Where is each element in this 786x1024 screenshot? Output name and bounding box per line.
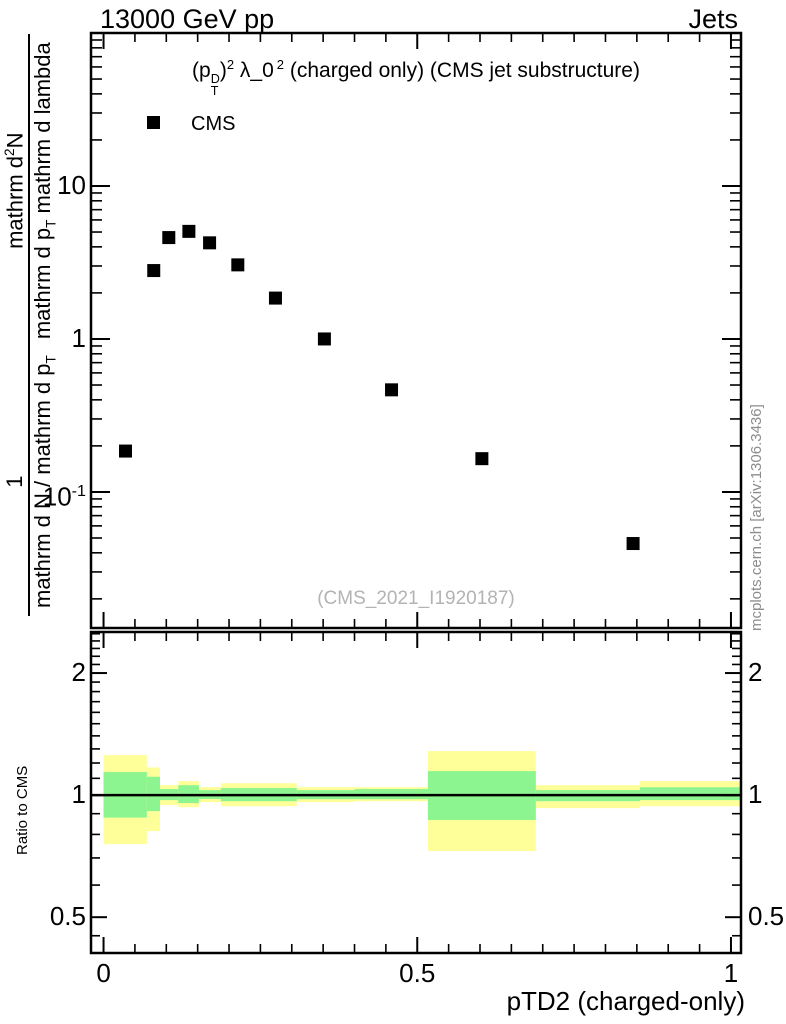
data-point-marker [317,332,331,346]
data-point-marker [626,537,640,551]
x-tick-label: 0.5 [399,958,436,988]
data-point-marker [147,264,161,278]
x-tick-label: 1 [723,958,739,988]
ratio-tick-label-right: 2 [748,657,763,688]
data-point-marker [385,383,399,397]
ratio-uncertainty-bands [103,751,741,852]
title-exp2: 2 [276,57,285,72]
ratio-axis-label: Ratio to CMS [14,765,31,855]
beam-energy-title: 13000 GeV pp [100,4,275,34]
ratio-tick-label-right: 1 [748,779,763,810]
data-point-marker [182,224,196,238]
x-tick-label: 0 [96,958,111,988]
title-lambda: λ_0 [234,59,274,82]
title-exp1: 2 [226,57,235,72]
plot-title: (p D T)2 λ_0 2 (charged only) (CMS jet subs… [91,57,741,98]
data-point-marker [162,231,176,245]
title-sub-t: T [210,84,219,99]
title-rest: (charged only) (CMS jet substructure) [284,59,640,82]
ratio-tick-label-left: 2 [71,657,86,688]
y-tick-label-main: 10 [57,169,86,200]
analysis-id-watermark: (CMS_2021_I1920187) [317,588,515,609]
title-close: ) [219,59,227,82]
ratio-tick-label-left: 0.5 [49,901,86,932]
data-point-marker [268,291,282,305]
data-point-marker [231,258,245,272]
ratio-tick-label-right: 0.5 [748,901,785,932]
panel-frames [89,31,743,955]
y-tick-label-main: 10-1 [42,481,86,512]
mcplots-arxiv-note: mcplots.cern.ch [arXiv:1306.3436] [748,404,765,631]
ratio-tick-label-left: 1 [71,779,86,810]
axis-ticks [91,33,741,953]
title-open: (p [192,59,211,82]
data-points-cms [119,224,640,551]
legend-marker [147,116,160,129]
x-axis-label: pTD2 (charged-only) [506,986,745,1016]
legend-marker-square [147,116,160,129]
process-title: Jets [688,4,738,34]
data-point-marker [119,444,133,458]
data-point-marker [203,236,217,250]
data-point-marker [475,452,489,466]
y-tick-label-main: 1 [71,322,86,353]
legend-label-cms: CMS [191,113,236,135]
title-sup-d: D [210,71,220,86]
